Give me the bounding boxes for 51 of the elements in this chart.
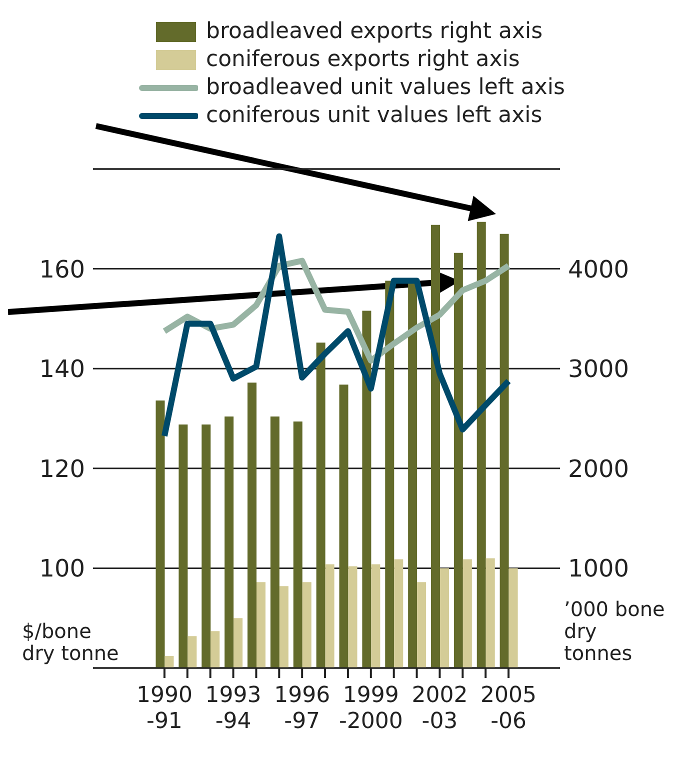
bar xyxy=(248,382,257,668)
bar xyxy=(371,564,380,668)
bar xyxy=(362,310,372,668)
bar xyxy=(325,564,334,668)
x-tick-label: 2005-06 xyxy=(480,683,537,734)
y-axis-title: $/bone dry tonne xyxy=(22,619,119,665)
bar xyxy=(454,252,463,668)
bar xyxy=(156,400,165,668)
bar xyxy=(431,224,440,668)
bar xyxy=(500,234,509,668)
bar xyxy=(302,582,312,668)
y-tick-label: 140 xyxy=(39,355,85,384)
bar xyxy=(234,618,243,668)
y-tick-label: 100 xyxy=(39,554,85,583)
bar xyxy=(476,222,486,668)
bar xyxy=(339,384,348,668)
bar xyxy=(394,559,404,668)
bar xyxy=(293,421,302,668)
bar xyxy=(224,416,234,668)
bar xyxy=(178,424,188,668)
x-tick-label: 1993-94 xyxy=(205,683,262,734)
bar xyxy=(417,582,426,668)
legend-label: broadleaved unit values left axis xyxy=(206,74,565,102)
y2-tick-label: 3000 xyxy=(568,355,630,384)
bar xyxy=(316,342,326,668)
bar xyxy=(164,656,174,668)
y-tick-label: 160 xyxy=(39,255,85,284)
bar xyxy=(462,559,472,668)
x-tick-label: 1996-97 xyxy=(274,683,330,734)
bar xyxy=(270,416,280,668)
y2-tick-label: 1000 xyxy=(568,554,630,583)
bar xyxy=(188,636,197,668)
legend-label: coniferous unit values left axis xyxy=(206,102,542,130)
x-tick-label: 1999-2000 xyxy=(338,683,403,734)
bar xyxy=(385,280,394,668)
bar xyxy=(348,566,358,668)
legend-label: broadleaved exports right axis xyxy=(206,18,543,46)
bar xyxy=(210,631,220,668)
y2-tick-label: 2000 xyxy=(568,454,630,483)
y-tick-label: 120 xyxy=(39,454,85,483)
bar xyxy=(202,424,211,668)
x-tick-label: 2002-03 xyxy=(412,683,468,734)
x-tick-label: 1990-91 xyxy=(136,683,192,734)
bar xyxy=(508,568,518,668)
bar xyxy=(256,582,266,668)
legend-label: coniferous exports right axis xyxy=(206,46,520,74)
y2-axis-title: ’000 bone dry tonnes xyxy=(564,597,665,665)
y2-tick-label: 4000 xyxy=(568,255,630,284)
bar xyxy=(279,586,288,668)
bar xyxy=(440,568,450,668)
bar xyxy=(486,558,495,668)
